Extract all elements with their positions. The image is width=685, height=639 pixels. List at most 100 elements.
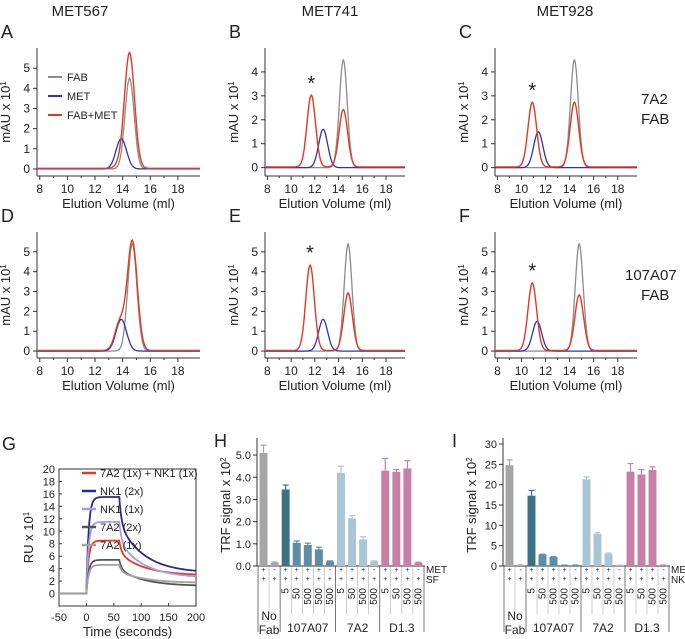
row2-sign: + — [661, 576, 665, 583]
group-label: 7A2 — [347, 621, 369, 635]
bar — [593, 533, 602, 566]
concentration-label: 500 — [303, 588, 314, 605]
bar — [527, 495, 536, 566]
y-tick-label: 25 — [485, 459, 497, 471]
x-tick-label: 14 — [116, 182, 130, 196]
concentration-label: 500 — [549, 588, 560, 605]
y-tick-label: 5 — [481, 245, 488, 259]
row2-sign: + — [350, 576, 354, 583]
legend-label: 7A2 (1x) + NK1 (1x) — [100, 468, 198, 480]
row2-sign: + — [339, 576, 343, 583]
row-label-107a07-fab: FAB — [641, 287, 669, 304]
panel-letter: B — [229, 22, 241, 42]
x-tick-label: 10 — [515, 364, 529, 378]
row-label-7a2: 7A2 — [641, 91, 668, 108]
row-label-7a2-fab: FAB — [641, 111, 669, 128]
bar — [414, 562, 423, 566]
row1-sign: + — [317, 567, 321, 574]
x-tick-label: 16 — [356, 182, 370, 196]
bar — [325, 561, 334, 566]
row1-sign: + — [507, 567, 511, 574]
concentration-label: 500 — [615, 588, 626, 605]
x-tick-label: 8 — [494, 182, 501, 196]
row1-sign: + — [383, 567, 387, 574]
complex-peak-star: * — [528, 80, 536, 102]
y-tick-label: 5 — [23, 61, 30, 75]
concentration-label: 50 — [637, 588, 648, 600]
y-tick-label: 0.0 — [236, 561, 251, 573]
row1-sign: + — [350, 567, 354, 574]
row1-sign: + — [540, 567, 544, 574]
y-tick-label: 2.0 — [236, 517, 251, 529]
bar — [337, 472, 345, 566]
bar — [403, 468, 412, 566]
bar — [314, 549, 323, 566]
row1-sign: + — [339, 567, 343, 574]
x-axis-label: Elution Volume (ml) — [279, 196, 392, 211]
row2-sign: + — [540, 576, 544, 583]
bar — [270, 562, 279, 566]
x-tick-label: 10 — [515, 182, 529, 196]
y-tick-label: 4 — [49, 564, 55, 576]
bar — [392, 471, 401, 566]
legend-label: NK1 (1x) — [100, 504, 143, 516]
row2-sign: + — [328, 576, 332, 583]
concentration-label: 500 — [358, 588, 369, 605]
bar — [582, 479, 591, 566]
y-tick-label: 2 — [49, 576, 55, 588]
sensorgram-trace — [59, 564, 196, 595]
x-axis-label: Time (seconds) — [83, 624, 172, 639]
group-label: 107A07 — [533, 621, 575, 635]
y-tick-label: 0 — [481, 161, 488, 175]
concentration-label: 500 — [648, 588, 659, 605]
fab-trace — [265, 242, 405, 352]
row1-sign: + — [529, 567, 533, 574]
y-tick-label: 0 — [491, 561, 497, 573]
panel-letter: C — [459, 22, 472, 42]
row1-sign: + — [361, 567, 365, 574]
row1-sign: + — [394, 567, 398, 574]
y-tick-label: 2 — [481, 113, 488, 127]
y-tick-label: 20 — [485, 480, 497, 492]
panel-letter: G — [2, 434, 16, 454]
bar — [381, 470, 390, 566]
panel-letter: E — [229, 206, 241, 226]
fab-trace — [265, 58, 405, 169]
x-tick-label: 12 — [539, 364, 553, 378]
concentration-label: 5 — [582, 588, 593, 594]
concentration-label: 5 — [626, 588, 637, 594]
row1-sign: - — [618, 567, 621, 574]
y-tick-label: 1 — [481, 324, 488, 338]
y-tick-label: 0 — [251, 161, 258, 175]
bar — [359, 539, 368, 566]
fab-trace — [37, 242, 200, 352]
y-tick-label: 2 — [481, 304, 488, 318]
y-tick-label: 1 — [251, 324, 258, 338]
x-tick-label: 16 — [587, 364, 601, 378]
row2-sign: + — [617, 576, 621, 583]
y-tick-label: 30 — [485, 439, 497, 451]
row1-sign: - — [373, 567, 376, 574]
concentration-label: 50 — [538, 588, 549, 600]
x-tick-label: 10 — [284, 364, 298, 378]
x-tick-label: 0 — [83, 612, 89, 624]
row1-sign: + — [650, 567, 654, 574]
row1-label: MET — [671, 565, 685, 576]
group-label: 7A2 — [592, 621, 614, 635]
y-axis-label: mAU x 101 — [0, 264, 13, 326]
row2-sign: + — [394, 576, 398, 583]
column-header-1: MET567 — [52, 3, 109, 20]
y-tick-label: 1 — [23, 324, 30, 338]
y-tick-label: 2 — [251, 113, 258, 127]
concentration-label: 500 — [604, 588, 615, 605]
panel-letter: A — [1, 22, 13, 42]
y-tick-label: 1 — [251, 137, 258, 151]
bar — [626, 471, 635, 566]
fab-met-trace — [495, 282, 637, 352]
x-tick-label: 10 — [284, 182, 298, 196]
